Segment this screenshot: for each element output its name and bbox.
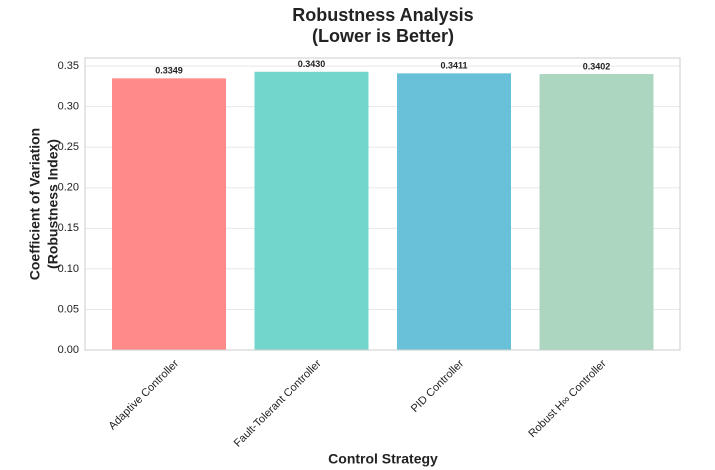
y-tick-label: 0.00 <box>58 344 79 356</box>
value-label: 0.3430 <box>298 59 326 69</box>
y-tick-label: 0.10 <box>58 263 79 275</box>
y-tick-label: 0.30 <box>58 101 79 113</box>
axes-frame <box>84 57 681 351</box>
value-label: 0.3411 <box>440 61 467 71</box>
bar <box>254 71 369 351</box>
value-label: 0.3349 <box>155 66 183 76</box>
chart-title: (Lower is Better) <box>312 26 454 46</box>
y-axis-label: Coefficient of Variation <box>27 128 43 280</box>
y-tick-label: 0.20 <box>58 182 79 194</box>
y-tick-label: 0.15 <box>58 222 79 234</box>
bar <box>397 73 511 350</box>
y-tick-label: 0.25 <box>58 141 79 153</box>
x-axis-label: Control Strategy <box>328 451 438 467</box>
y-tick-label: 0.05 <box>58 303 79 315</box>
y-axis-label: (Robustness Index) <box>45 139 61 269</box>
chart-title: Robustness Analysis <box>292 5 473 25</box>
bar <box>539 74 654 350</box>
value-label: 0.3402 <box>583 61 611 71</box>
y-tick-label: 0.35 <box>58 60 79 72</box>
bar <box>112 78 226 350</box>
